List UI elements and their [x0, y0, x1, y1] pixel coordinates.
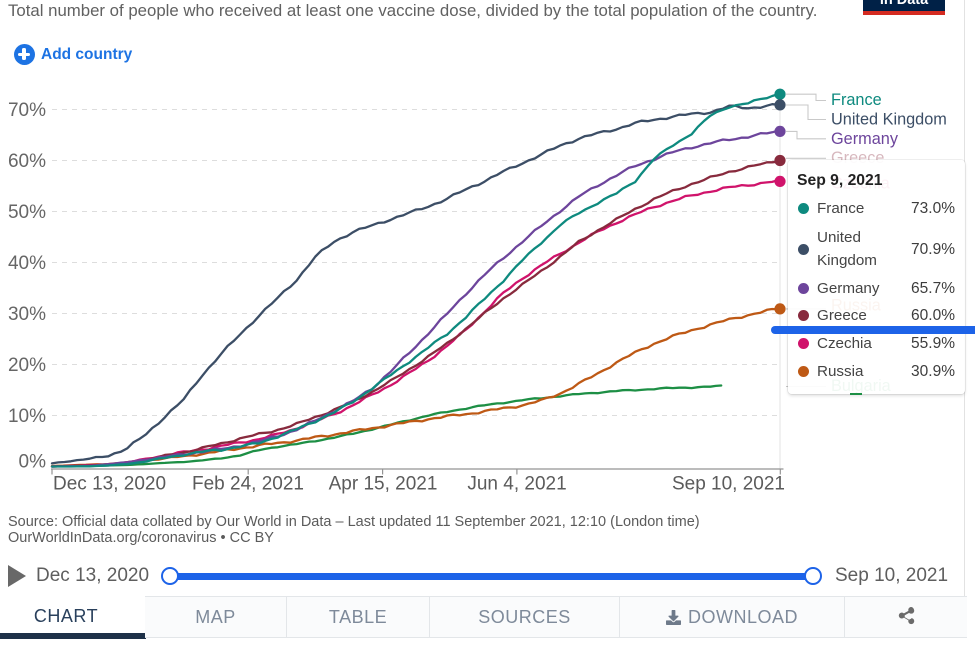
svg-text:30%: 30% [8, 304, 46, 325]
svg-text:20%: 20% [8, 355, 46, 376]
svg-text:France: France [831, 91, 882, 109]
svg-text:Feb 24, 2021: Feb 24, 2021 [192, 474, 304, 495]
svg-text:Germany: Germany [831, 130, 899, 148]
svg-text:70%: 70% [8, 100, 46, 121]
svg-text:40%: 40% [8, 253, 46, 274]
svg-text:0%: 0% [19, 452, 47, 473]
svg-text:10%: 10% [8, 406, 46, 427]
svg-text:60%: 60% [8, 151, 46, 172]
svg-text:Apr 15, 2021: Apr 15, 2021 [329, 474, 438, 495]
svg-text:Dec 13, 2020: Dec 13, 2020 [53, 474, 166, 495]
svg-text:Jun 4, 2021: Jun 4, 2021 [467, 474, 566, 495]
svg-text:United Kingdom: United Kingdom [831, 111, 947, 129]
svg-text:Sep 10, 2021: Sep 10, 2021 [672, 474, 785, 495]
svg-text:50%: 50% [8, 202, 46, 223]
